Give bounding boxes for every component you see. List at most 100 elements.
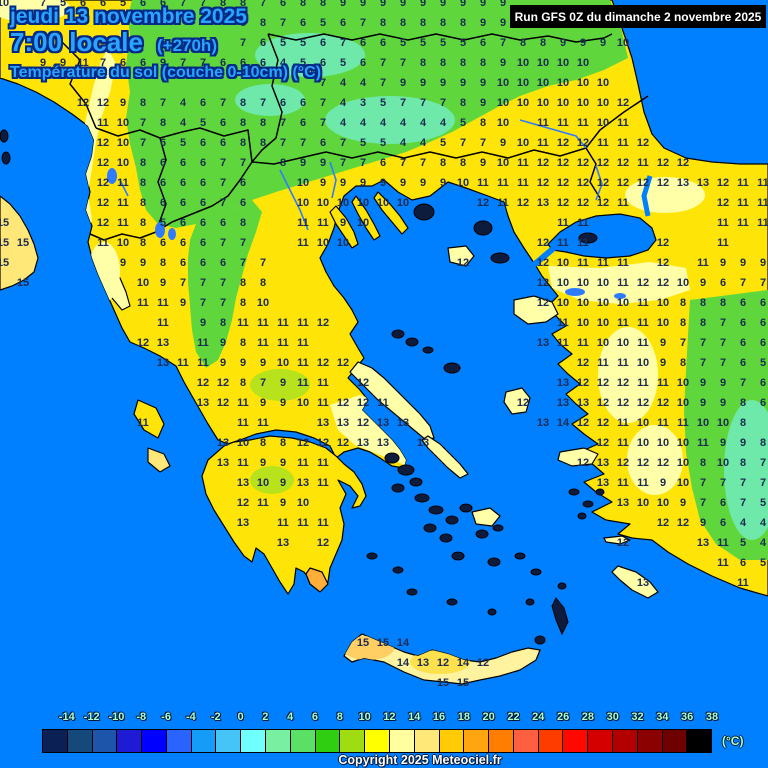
temp-value: 13 [697, 177, 709, 189]
temp-value: 10 [337, 197, 349, 209]
temp-value: 10 [597, 317, 609, 329]
country-borders [59, 33, 649, 241]
temp-value: 13 [597, 457, 609, 469]
temp-value: 10 [0, 0, 9, 9]
temp-value: 7 [180, 277, 186, 289]
temp-value: 12 [637, 277, 649, 289]
temp-value: 12 [657, 157, 669, 169]
temp-value: 4 [340, 117, 347, 129]
temp-value: 11 [617, 477, 629, 489]
temp-value: 9 [460, 77, 466, 89]
temp-value: 9 [500, 137, 506, 149]
temp-value: 6 [340, 17, 346, 29]
temp-value: 12 [217, 397, 229, 409]
temp-value: 6 [360, 57, 366, 69]
temp-value: 11 [137, 417, 149, 429]
temp-value: 12 [637, 177, 649, 189]
marmara-sea [528, 175, 657, 271]
temp-value: 9 [420, 0, 426, 9]
temp-value: 11 [577, 237, 589, 249]
temp-value: 12 [597, 177, 609, 189]
island-marmara [578, 232, 598, 244]
temp-value: 11 [537, 137, 549, 149]
temp-value: 12 [97, 137, 109, 149]
temp-value: 10 [677, 437, 689, 449]
temp-value: 8 [460, 17, 466, 29]
temp-value: 13 [537, 417, 549, 429]
temp-value: 12 [657, 237, 669, 249]
temp-value: 8 [260, 117, 266, 129]
temp-value: 11 [317, 457, 329, 469]
temp-value: 11 [97, 117, 109, 129]
temp-value: 12 [77, 97, 89, 109]
temp-value: 4 [420, 137, 427, 149]
temp-value: 9 [740, 257, 746, 269]
temp-value: 8 [460, 97, 466, 109]
temp-value: 7 [200, 57, 206, 69]
temp-value: 10 [617, 337, 629, 349]
temp-value: 12 [537, 177, 549, 189]
temp-value: 7 [360, 17, 366, 29]
temp-value: 12 [617, 397, 629, 409]
temp-value: 9 [720, 377, 726, 389]
italy-heel [0, 195, 39, 291]
temp-value: 6 [220, 217, 226, 229]
temp-value: 13 [417, 657, 429, 669]
temp-value: 12 [557, 177, 569, 189]
temp-value: 6 [160, 137, 166, 149]
temp-value: 13 [557, 397, 569, 409]
temp-value: 5 [60, 0, 66, 9]
temp-value: 7 [700, 477, 706, 489]
temp-value: 10 [397, 197, 409, 209]
temp-value: 10 [517, 97, 529, 109]
island-rhodes [611, 565, 659, 599]
temp-value: 11 [597, 137, 609, 149]
temp-value: 10 [117, 117, 129, 129]
temp-value: 10 [117, 237, 129, 249]
rivers [119, 119, 603, 231]
temp-value: 5 [340, 57, 346, 69]
temp-value: 12 [97, 97, 109, 109]
temp-value: 11 [557, 217, 569, 229]
temp-value: 14 [397, 657, 410, 669]
temp-value: 9 [160, 277, 166, 289]
temp-value: 8 [260, 137, 266, 149]
temp-value: 13 [617, 497, 629, 509]
shade-green-central-greece [250, 369, 310, 401]
temp-value: 10 [557, 97, 569, 109]
temp-value: 6 [740, 357, 746, 369]
temp-value: 10 [657, 317, 669, 329]
temp-value: 15 [17, 237, 29, 249]
temp-value: 7 [740, 477, 746, 489]
temp-value: 5 [180, 137, 186, 149]
temp-value: 8 [240, 17, 246, 29]
temp-value: 7 [500, 37, 506, 49]
temp-value: 9 [340, 0, 346, 9]
temp-value: 11 [697, 257, 709, 269]
temp-value: 13 [217, 457, 229, 469]
temp-value: 9 [280, 397, 286, 409]
temp-value: 12 [537, 277, 549, 289]
temp-value: 9 [480, 0, 486, 9]
temp-value: 6 [240, 177, 246, 189]
temp-value: 5 [360, 137, 366, 149]
temp-value: 8 [140, 217, 146, 229]
temp-value: 6 [200, 137, 206, 149]
temp-value: 6 [320, 37, 326, 49]
temp-value: 11 [737, 217, 749, 229]
temp-value: 12 [617, 177, 629, 189]
temp-value: 12 [297, 437, 309, 449]
temp-value: 9 [440, 77, 446, 89]
temp-value: 7 [460, 137, 466, 149]
temp-value: 9 [660, 357, 666, 369]
temp-value: 7 [220, 197, 226, 209]
temp-value: 13 [377, 437, 389, 449]
temp-value: 12 [617, 97, 629, 109]
temp-value: 5 [380, 137, 386, 149]
temp-value: 5 [760, 497, 766, 509]
temp-value: 12 [557, 157, 569, 169]
temp-value: 6 [180, 197, 186, 209]
temp-value: 5 [460, 37, 466, 49]
temp-value: 8 [240, 337, 246, 349]
temp-value: 10 [297, 497, 309, 509]
